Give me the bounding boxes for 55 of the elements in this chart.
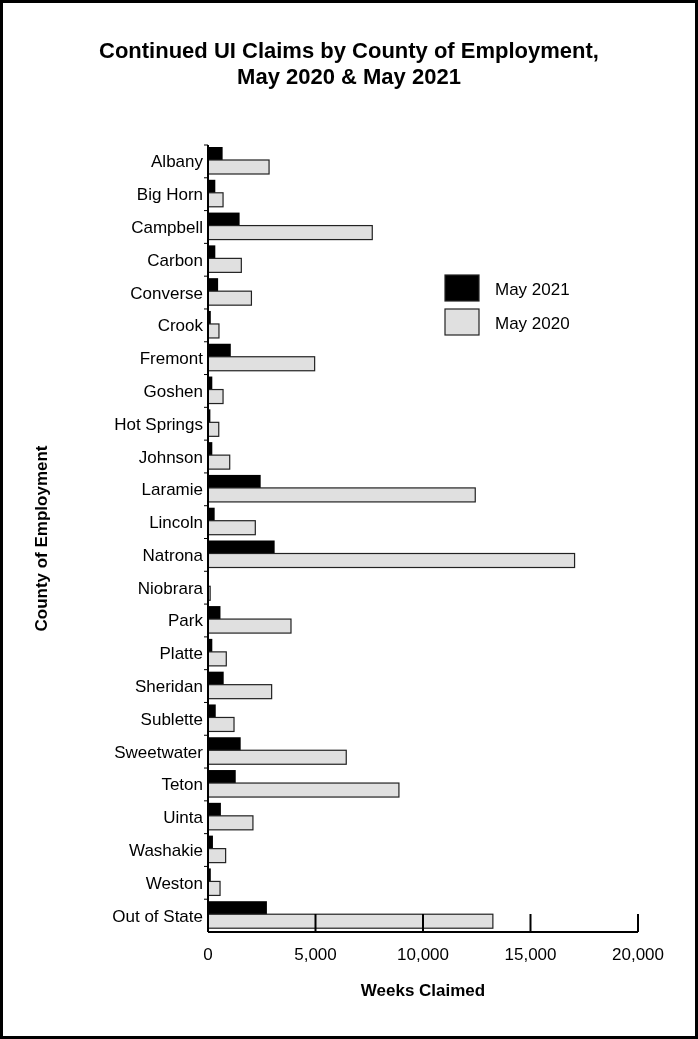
y-tick-label: Crook: [157, 316, 204, 336]
y-tick-label: Park: [168, 611, 204, 631]
y-tick-label: Hot Springs: [114, 414, 203, 434]
chart-title: Continued UI Claims by County of Employment, May 2020 & May 2021: [99, 38, 599, 89]
bar: [207, 290, 253, 306]
bar: [207, 749, 347, 765]
bar: [207, 159, 270, 175]
y-tick-label: Fremont: [139, 349, 204, 369]
bar: [207, 257, 242, 273]
y-tick-label: Johnson: [138, 447, 203, 467]
bar: [207, 651, 227, 667]
bar: [207, 388, 224, 405]
bar: [207, 520, 256, 536]
y-tick-label: Converse: [130, 283, 203, 303]
bar: [207, 913, 494, 929]
x-tick-label: 10,000: [397, 945, 449, 964]
x-tick-label: 0: [203, 945, 213, 964]
y-tick-label: Lincoln: [149, 513, 203, 533]
y-tick-label: Niobrara: [137, 578, 204, 598]
y-tick-label: Goshen: [143, 381, 203, 401]
bar: [207, 454, 231, 470]
bar: [207, 782, 400, 798]
x-tick-label: 20,000: [612, 945, 664, 964]
y-tick-label: Washakie: [128, 841, 203, 861]
y-tick-label: Big Horn: [136, 185, 203, 205]
x-axis-title: Weeks Claimed: [360, 981, 486, 1000]
bar: [207, 192, 224, 208]
bar: [207, 552, 576, 569]
bar: [207, 618, 292, 634]
legend-label: May 2021: [495, 280, 570, 299]
y-tick-label: Campbell: [131, 217, 203, 237]
x-tick-label: 15,000: [504, 945, 557, 964]
y-tick-label: Laramie: [141, 480, 203, 500]
legend-label: May 2020: [495, 314, 570, 333]
y-tick-label: Sweetwater: [114, 742, 204, 762]
bar: [207, 224, 373, 241]
bar: [207, 880, 221, 897]
y-tick-label: Weston: [145, 873, 203, 893]
bar: [207, 356, 316, 372]
bar: [207, 716, 235, 733]
y-tick-label: Platte: [159, 644, 203, 664]
bar: [207, 323, 220, 339]
bar: [207, 487, 476, 503]
x-tick-label: 5,000: [294, 945, 337, 964]
y-axis-title: County of Employment: [32, 445, 51, 632]
y-tick-label: Teton: [161, 775, 203, 795]
bar: [207, 815, 254, 831]
y-tick-label: Uinta: [163, 808, 204, 828]
bar: [207, 684, 273, 700]
y-tick-label: Out of State: [112, 906, 203, 926]
y-tick-label: Albany: [151, 152, 204, 172]
y-tick-label: Carbon: [147, 250, 203, 270]
y-tick-label: Natrona: [142, 545, 204, 565]
y-tick-label: Sheridan: [134, 677, 203, 697]
y-tick-label: Sublette: [140, 709, 203, 729]
